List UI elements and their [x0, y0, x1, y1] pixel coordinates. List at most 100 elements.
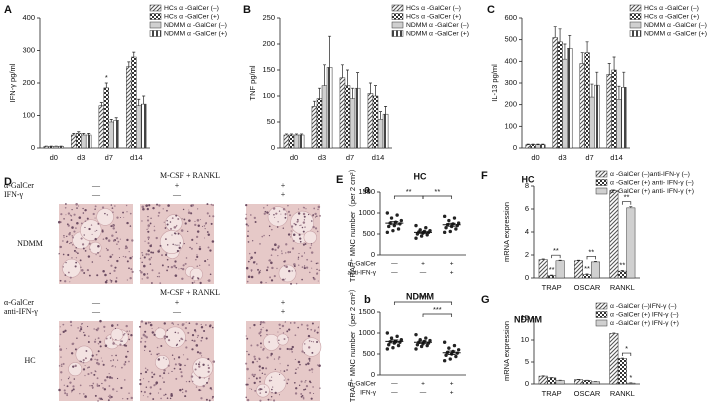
data-point — [399, 218, 404, 223]
bar — [103, 87, 110, 149]
legend-swatch — [629, 13, 642, 20]
cell-nucleus — [247, 260, 250, 263]
bar — [136, 105, 142, 149]
cell-nucleus — [270, 396, 273, 398]
cell-nucleus — [171, 354, 174, 356]
cell-nucleus — [199, 264, 201, 267]
cell-nucleus — [104, 280, 108, 284]
legend-swatch — [391, 30, 404, 37]
cell-nucleus — [97, 222, 100, 225]
cell-nucleus — [246, 367, 249, 371]
cell-nucleus — [153, 225, 155, 228]
cell-nucleus — [305, 385, 309, 388]
cell-nucleus — [186, 358, 189, 361]
chart-title: NDMM — [514, 314, 542, 324]
legend-swatch — [595, 170, 608, 178]
cell-nucleus — [63, 218, 65, 220]
cell-nucleus — [304, 388, 307, 391]
cell-nucleus — [312, 214, 315, 216]
data-point — [414, 347, 418, 351]
cell-nucleus — [68, 232, 71, 236]
row-label: α -GalCer — [348, 381, 377, 388]
cell-nucleus — [194, 368, 197, 371]
cell-nucleus — [274, 368, 276, 371]
cell-nucleus — [318, 269, 321, 272]
cell-nucleus — [158, 327, 160, 329]
cell-nucleus — [58, 388, 61, 392]
cell-nucleus — [122, 333, 125, 336]
cell-nucleus — [194, 223, 197, 227]
cell-nucleus — [78, 216, 82, 219]
cell-nucleus — [164, 393, 167, 396]
cell-nucleus — [86, 268, 89, 272]
cell-nucleus — [153, 229, 156, 232]
cell-nucleus — [149, 263, 152, 265]
cell-nucleus — [157, 352, 160, 355]
cell-nucleus — [246, 383, 249, 386]
row-mark: — — [91, 190, 101, 199]
cell-nucleus — [212, 360, 216, 363]
cell-nucleus — [283, 279, 286, 281]
cell-nucleus — [300, 392, 303, 395]
cell-nucleus — [247, 241, 250, 243]
cell-nucleus — [166, 397, 169, 399]
cell-nucleus — [254, 221, 257, 224]
cell-nucleus — [312, 225, 315, 229]
data-point — [396, 227, 401, 231]
cell-nucleus — [104, 212, 106, 215]
cell-nucleus — [95, 329, 97, 331]
cell-nucleus — [202, 384, 205, 388]
cell-nucleus — [275, 212, 278, 215]
legend-label: NDMM α -GalCer (–) — [406, 22, 469, 29]
cell-nucleus — [65, 214, 67, 216]
data-point — [385, 211, 390, 215]
cell-nucleus — [84, 250, 87, 252]
cell-nucleus — [103, 330, 106, 332]
panel-label: G — [481, 294, 490, 306]
bracket — [621, 201, 632, 205]
cell-nucleus — [265, 367, 268, 370]
cell-nucleus — [195, 344, 199, 347]
cell-nucleus — [270, 279, 274, 282]
row-label: anti-IFN-γ — [347, 270, 376, 277]
cell-nucleus — [82, 359, 85, 362]
cell-nucleus — [272, 207, 276, 210]
cell-nucleus — [208, 399, 211, 402]
cell-nucleus — [301, 226, 304, 229]
bar — [377, 119, 384, 149]
cell-nucleus — [284, 278, 286, 280]
cell-nucleus — [108, 373, 110, 375]
cell-nucleus — [169, 227, 173, 230]
cell-nucleus — [260, 281, 263, 284]
error-bar — [109, 119, 113, 122]
cell-nucleus — [152, 251, 155, 254]
cell-nucleus — [262, 348, 265, 351]
bar — [555, 260, 565, 279]
y-tick-label: 0 — [271, 143, 275, 152]
bracket — [551, 254, 561, 259]
cell-nucleus — [125, 204, 128, 207]
cell-nucleus — [303, 343, 306, 345]
cell-nucleus — [166, 258, 169, 261]
cell-nucleus — [297, 326, 299, 329]
cell-nucleus — [149, 392, 152, 395]
cell-nucleus — [177, 232, 180, 235]
cell-nucleus — [66, 394, 69, 397]
cell-nucleus — [144, 330, 147, 333]
cell-nucleus — [67, 212, 71, 215]
cell-nucleus — [182, 391, 184, 394]
error-bar — [317, 87, 321, 99]
cell-blob — [276, 333, 289, 346]
cell-nucleus — [62, 266, 65, 268]
cell-nucleus — [102, 238, 105, 240]
cell-nucleus — [162, 377, 164, 379]
sub-label: a — [364, 184, 371, 196]
cell-nucleus — [268, 379, 271, 382]
cell-nucleus — [272, 399, 276, 402]
cell-nucleus — [285, 265, 288, 268]
data-point — [452, 216, 457, 220]
cell-nucleus — [298, 233, 301, 236]
cell-blob — [301, 337, 322, 357]
legend-swatch — [391, 4, 404, 12]
